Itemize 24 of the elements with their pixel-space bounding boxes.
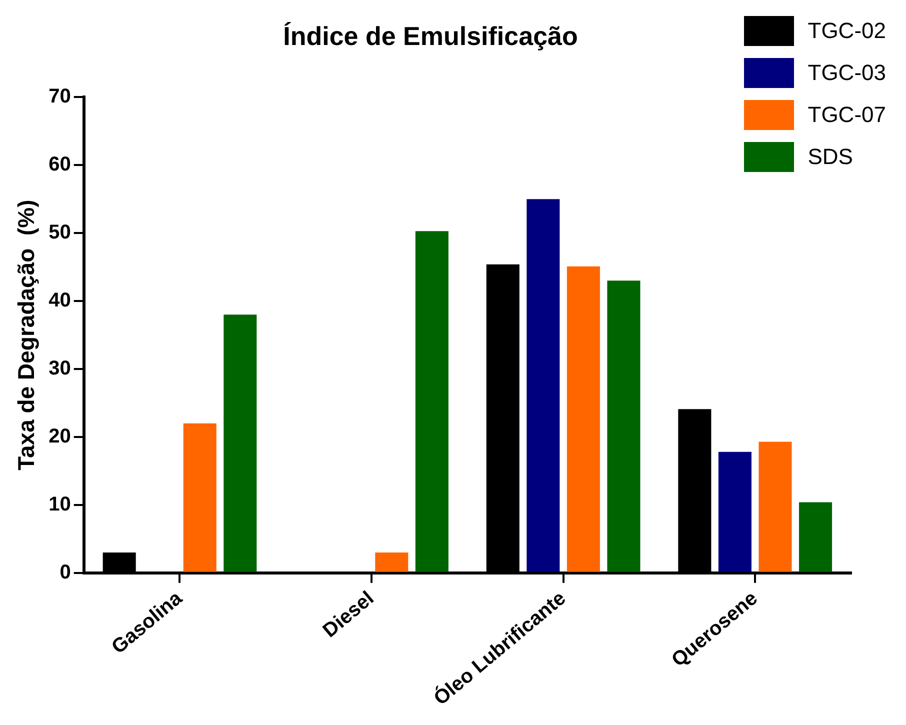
y-tick-label: 30 bbox=[48, 358, 71, 380]
bar bbox=[566, 266, 600, 572]
bar bbox=[375, 552, 408, 572]
y-axis-title: Taxa de Degradação (%) bbox=[13, 200, 40, 470]
bar bbox=[799, 502, 832, 572]
bar bbox=[526, 199, 560, 572]
bar bbox=[415, 231, 448, 572]
bar bbox=[718, 452, 752, 572]
bar bbox=[183, 423, 216, 572]
y-tick-label: 10 bbox=[48, 493, 71, 516]
y-tick-label: 50 bbox=[48, 222, 71, 244]
bar bbox=[607, 280, 640, 572]
legend-label: SDS bbox=[808, 144, 853, 170]
bar bbox=[224, 314, 257, 572]
y-tick-label: 0 bbox=[60, 561, 71, 584]
y-tick-label: 40 bbox=[48, 290, 71, 312]
bar bbox=[758, 442, 792, 572]
y-tick-label: 60 bbox=[48, 154, 71, 176]
legend-label: TGC-03 bbox=[808, 60, 886, 86]
legend-label: TGC-07 bbox=[808, 102, 886, 128]
y-tick-label: 70 bbox=[48, 86, 71, 108]
chart-title: Índice de Emulsificação bbox=[283, 20, 578, 51]
legend-label: TGC-02 bbox=[808, 18, 886, 44]
y-tick-label: 20 bbox=[48, 426, 71, 448]
